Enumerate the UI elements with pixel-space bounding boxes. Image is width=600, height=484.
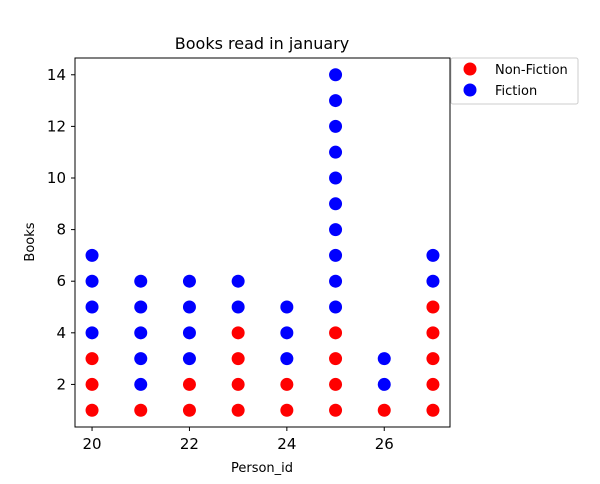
- fiction-point: [85, 326, 99, 340]
- fiction-point: [329, 197, 343, 211]
- fiction-point: [182, 274, 196, 288]
- fiction-point: [280, 326, 294, 340]
- fiction-point: [329, 68, 343, 82]
- fiction-point: [426, 274, 440, 288]
- fiction-point: [231, 274, 245, 288]
- y-tick-label: 2: [56, 375, 66, 393]
- fiction-point: [134, 377, 148, 391]
- fiction-point: [134, 300, 148, 314]
- fiction-point: [85, 248, 99, 262]
- fiction-point: [377, 377, 391, 391]
- fiction-point: [85, 300, 99, 314]
- y-axis-label: Books: [23, 222, 38, 261]
- legend: Non-Fiction Fiction: [450, 57, 579, 105]
- y-axis-ticks: 2 4 6 8 10 12 14: [47, 66, 75, 393]
- fiction-point: [182, 300, 196, 314]
- non-fiction-point: [280, 377, 294, 391]
- non-fiction-point: [426, 377, 440, 391]
- chart-title: Books read in january: [175, 34, 349, 53]
- legend-marker-non-fiction: [463, 62, 477, 76]
- legend-label-fiction: Fiction: [495, 84, 537, 99]
- fiction-point: [329, 274, 343, 288]
- fiction-point: [134, 352, 148, 366]
- x-tick-label: 22: [180, 435, 199, 453]
- non-fiction-point: [231, 352, 245, 366]
- fiction-point: [134, 326, 148, 340]
- non-fiction-point: [329, 352, 343, 366]
- non-fiction-point: [329, 326, 343, 340]
- y-tick-label: 10: [47, 169, 66, 187]
- x-tick-label: 20: [82, 435, 101, 453]
- fiction-point: [329, 248, 343, 262]
- legend-label-non-fiction: Non-Fiction: [495, 63, 568, 78]
- fiction-point: [377, 352, 391, 366]
- fiction-point: [426, 248, 440, 262]
- non-fiction-point: [182, 377, 196, 391]
- fiction-point: [329, 94, 343, 108]
- non-fiction-point: [231, 377, 245, 391]
- fiction-point: [134, 274, 148, 288]
- non-fiction-point: [85, 377, 99, 391]
- fiction-point: [329, 145, 343, 159]
- fiction-point: [280, 352, 294, 366]
- fiction-point: [85, 274, 99, 288]
- fiction-point: [280, 300, 294, 314]
- fiction-point: [182, 352, 196, 366]
- fiction-point: [329, 171, 343, 185]
- non-fiction-point: [85, 403, 99, 417]
- non-fiction-point: [426, 352, 440, 366]
- legend-box: [450, 57, 579, 105]
- y-tick-label: 4: [56, 324, 66, 342]
- non-fiction-point: [426, 300, 440, 314]
- x-axis-ticks: 20 22 24 26: [82, 427, 394, 453]
- legend-marker-fiction: [463, 83, 477, 97]
- non-fiction-point: [85, 352, 99, 366]
- fiction-point: [231, 300, 245, 314]
- non-fiction-point: [329, 377, 343, 391]
- non-fiction-point: [231, 326, 245, 340]
- fiction-point: [329, 300, 343, 314]
- plot-area: [74, 57, 451, 428]
- x-tick-label: 24: [277, 435, 296, 453]
- fiction-point: [182, 326, 196, 340]
- non-fiction-point: [182, 403, 196, 417]
- y-tick-label: 6: [56, 272, 66, 290]
- non-fiction-point: [134, 403, 148, 417]
- x-tick-label: 26: [375, 435, 394, 453]
- x-axis-label: Person_id: [231, 461, 293, 476]
- non-fiction-point: [377, 403, 391, 417]
- fiction-point: [329, 119, 343, 133]
- non-fiction-point: [280, 403, 294, 417]
- non-fiction-point: [426, 326, 440, 340]
- data-points: [85, 68, 440, 417]
- y-tick-label: 8: [56, 221, 66, 239]
- non-fiction-point: [329, 403, 343, 417]
- y-tick-label: 12: [47, 117, 66, 135]
- non-fiction-point: [231, 403, 245, 417]
- y-tick-label: 14: [47, 66, 66, 84]
- fiction-point: [329, 223, 343, 237]
- non-fiction-point: [426, 403, 440, 417]
